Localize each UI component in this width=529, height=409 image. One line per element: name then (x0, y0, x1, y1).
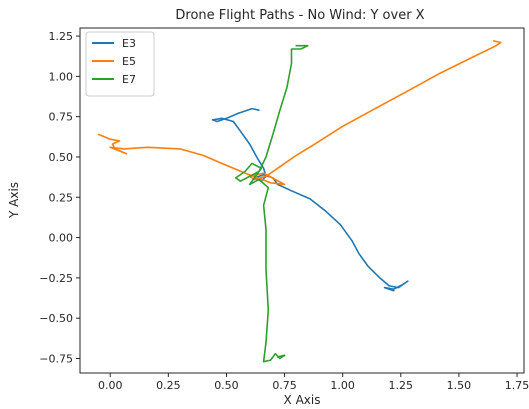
chart-title: Drone Flight Paths - No Wind: Y over X (175, 8, 424, 23)
series-layer (97, 40, 502, 363)
legend-label-e5: E5 (122, 55, 136, 68)
legend: E3 E5 E7 (85, 31, 155, 97)
y-tick-label: 0.00 (49, 232, 74, 245)
legend-frame (85, 31, 155, 97)
x-axis-ticks: 0.00 0.25 0.50 0.75 1.00 1.25 1.50 1.75 (98, 373, 529, 392)
x-tick-label: 1.25 (389, 379, 414, 392)
x-tick-label: 1.75 (505, 379, 529, 392)
series-line-e7 (234, 44, 309, 363)
y-tick-label: −0.25 (39, 272, 73, 285)
x-tick-label: 1.50 (447, 379, 472, 392)
legend-label-e3: E3 (122, 37, 136, 50)
legend-label-e7: E7 (122, 73, 136, 86)
y-tick-label: 0.50 (49, 151, 74, 164)
y-axis-ticks: −0.75 −0.50 −0.25 0.00 0.25 0.50 0.75 1.00 1.25 (39, 30, 80, 365)
y-tick-label: 1.00 (49, 70, 74, 83)
x-axis-label: X Axis (284, 393, 321, 407)
y-tick-label: −0.50 (39, 312, 73, 325)
x-tick-label: 0.50 (214, 379, 239, 392)
x-tick-label: 1.00 (330, 379, 355, 392)
y-axis-label: Y Axis (7, 182, 21, 219)
y-tick-label: 0.75 (49, 111, 74, 124)
x-tick-label: 0.25 (156, 379, 181, 392)
x-tick-label: 0.00 (98, 379, 123, 392)
y-tick-label: −0.75 (39, 352, 73, 365)
y-tick-label: 0.25 (49, 191, 74, 204)
series-line-e5 (97, 40, 502, 186)
x-tick-label: 0.75 (272, 379, 297, 392)
y-tick-label: 1.25 (49, 30, 74, 43)
